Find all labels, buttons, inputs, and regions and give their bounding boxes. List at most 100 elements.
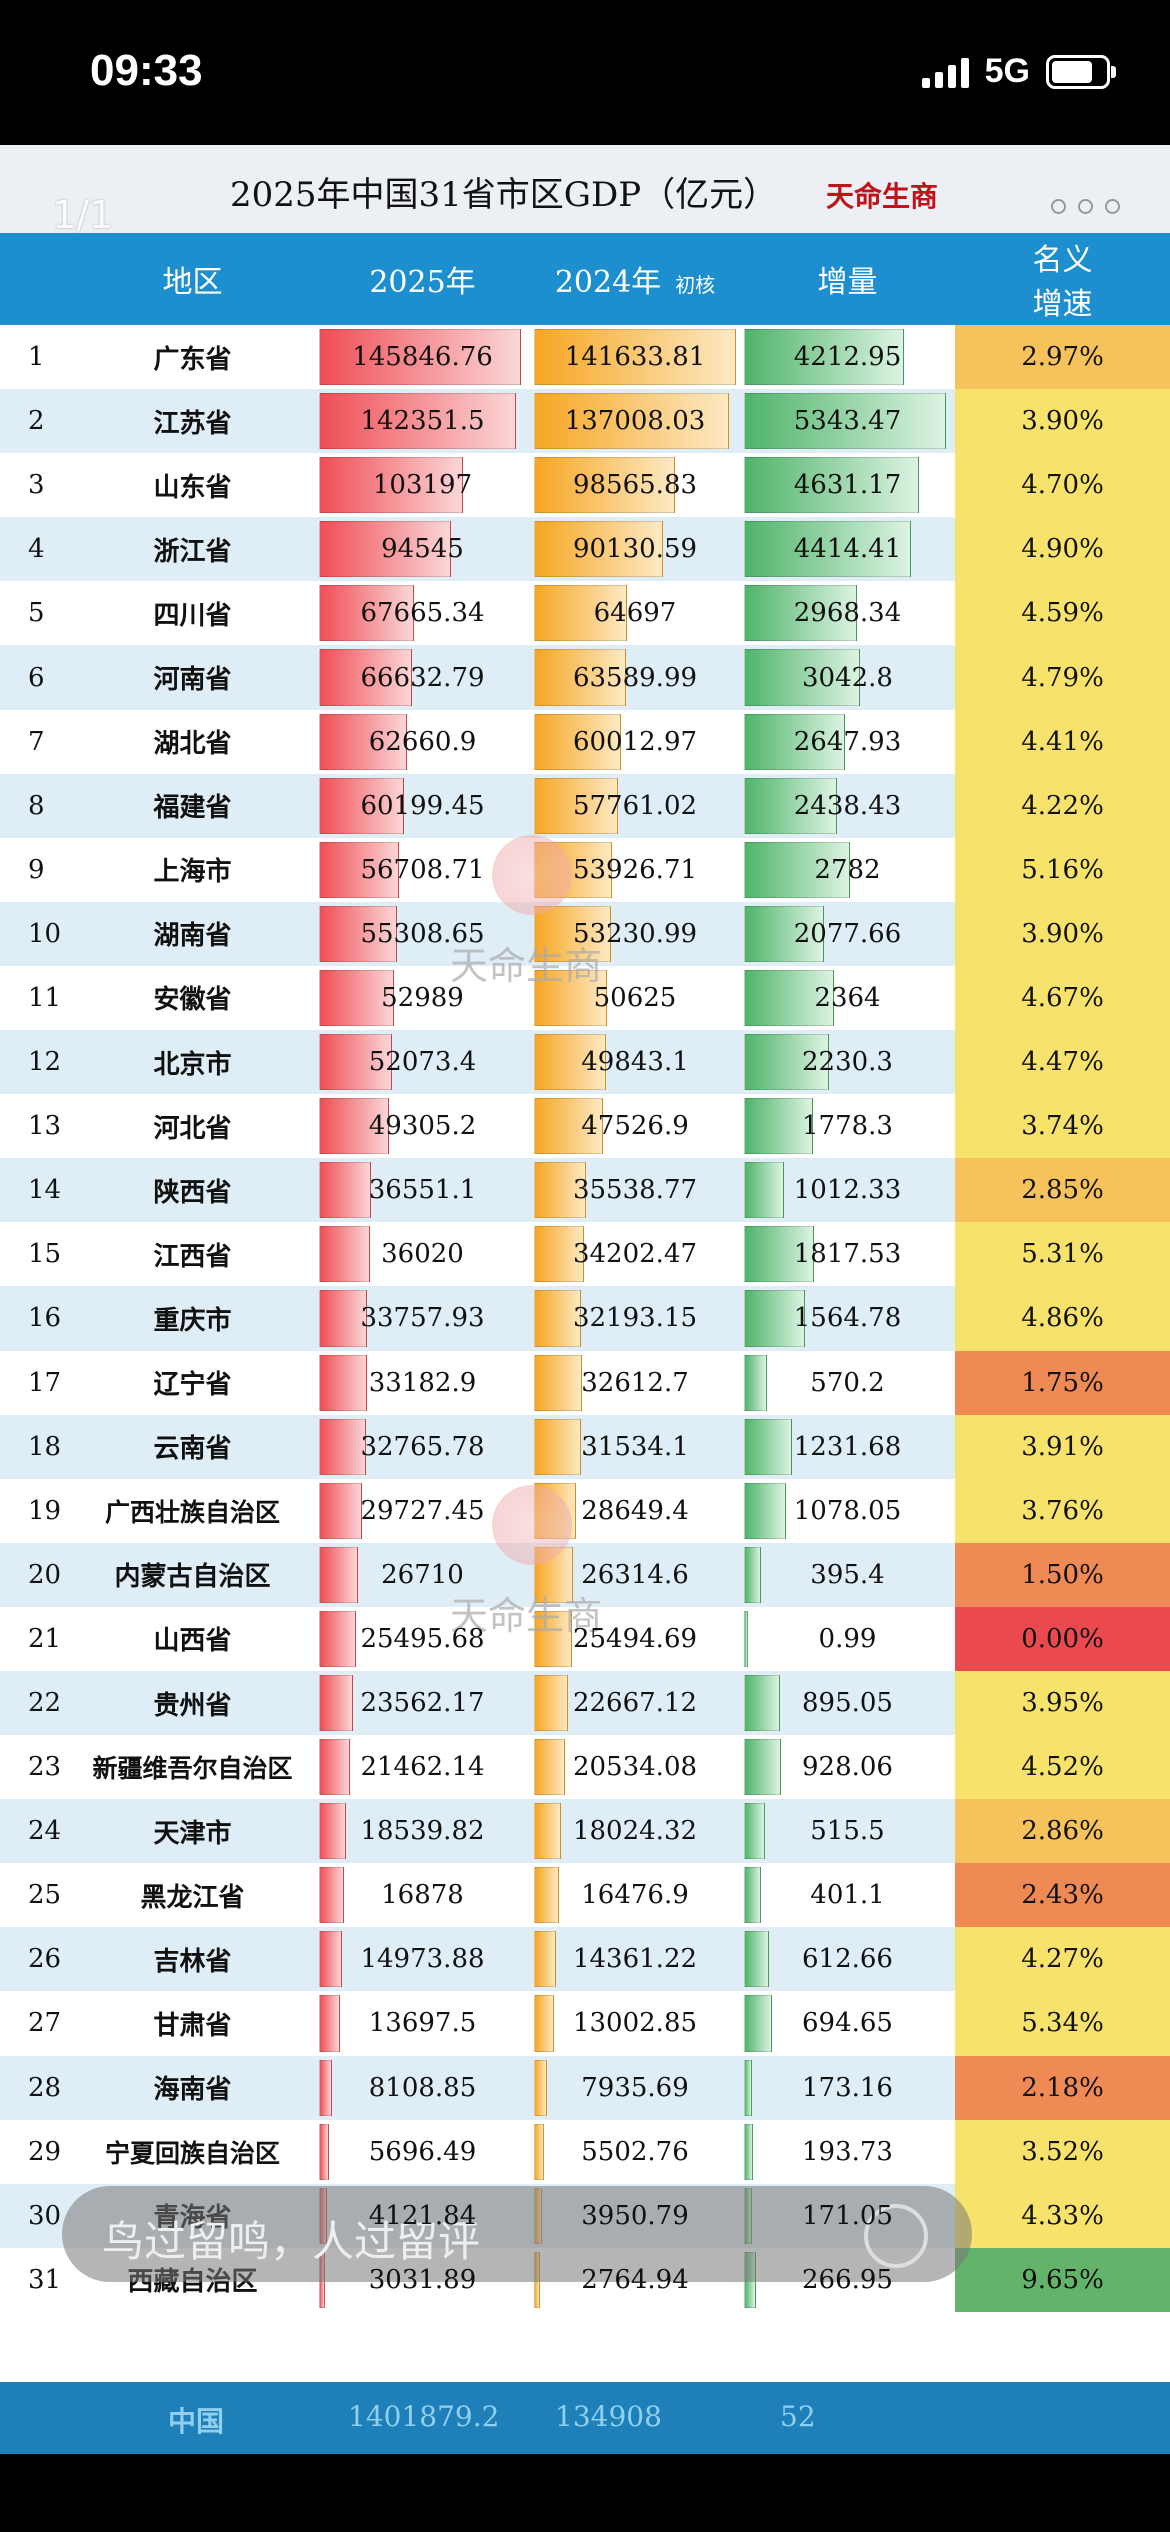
increase-bar: [744, 457, 919, 514]
region-cell: 江西省: [70, 1222, 315, 1287]
emoji-icon[interactable]: [864, 2204, 928, 2268]
gdp-2024-cell: 137008.03: [530, 389, 740, 454]
increase-bar: [744, 1354, 767, 1411]
increase-value: 4414.41: [793, 534, 902, 565]
gdp-table-image[interactable]: 1/1 2025年中国31省市区GDP（亿元） 天命生商 地区 2025年 20…: [0, 145, 1170, 2454]
like-button[interactable]: 328: [950, 2324, 1088, 2379]
gdp-2024-cell: 32193.15: [530, 1286, 740, 1351]
increase-cell: 570.2: [740, 1350, 955, 1415]
table-row: 15 江西省 36020 34202.47 1817.53 5.31%: [0, 1222, 1170, 1287]
gdp-2025-value: 25495.68: [360, 1623, 485, 1654]
increase-bar: [744, 521, 911, 578]
gdp-2025-cell: 14973.88: [315, 1927, 530, 1992]
region-cell: 辽宁省: [70, 1350, 315, 1415]
growth-cell: 3.90%: [955, 901, 1170, 966]
gdp-2024-cell: 16476.9: [530, 1863, 740, 1928]
growth-cell: 5.16%: [955, 837, 1170, 902]
increase-bar: [744, 1226, 814, 1283]
gdp-2025-cell: 25495.68: [315, 1606, 530, 1671]
gdp-2025-cell: 13697.5: [315, 1991, 530, 2056]
table-row: 17 辽宁省 33182.9 32612.7 570.2 1.75%: [0, 1350, 1170, 1415]
increase-cell: 1078.05: [740, 1478, 955, 1543]
growth-cell: 4.27%: [955, 1927, 1170, 1992]
comment-input[interactable]: 鸟过留鸣，人过留评: [62, 2186, 972, 2282]
table-row: 29 宁夏回族自治区 5696.49 5502.76 193.73 3.52%: [0, 2119, 1170, 2184]
increase-cell: 2438.43: [740, 773, 955, 838]
rank-cell: 28: [0, 2055, 70, 2120]
gdp-2024-cell: 57761.02: [530, 773, 740, 838]
growth-cell: 4.59%: [955, 581, 1170, 646]
gdp-2024-bar: [534, 1418, 581, 1475]
total-2025: 1401879.2: [348, 2400, 500, 2433]
header-2024-label: 2024年: [554, 265, 662, 300]
region-cell: 云南省: [70, 1414, 315, 1479]
gdp-2025-bar: [319, 841, 399, 898]
gdp-2024-cell: 5502.76: [530, 2119, 740, 2184]
region-cell: 四川省: [70, 581, 315, 646]
gdp-2025-bar: [319, 329, 521, 386]
table-row: 4 浙江省 94545 90130.59 4414.41 4.90%: [0, 517, 1170, 582]
share-icon: [632, 2331, 677, 2369]
increase-bar: [744, 777, 837, 834]
rank-cell: 27: [0, 1991, 70, 2056]
gdp-2024-value: 28649.4: [581, 1495, 689, 1526]
gdp-2024-bar: [534, 1162, 586, 1219]
gdp-2025-cell: 5696.49: [315, 2119, 530, 2184]
gdp-2024-bar: [534, 1610, 572, 1667]
region-cell: 内蒙古自治区: [70, 1542, 315, 1607]
growth-cell: 5.34%: [955, 1991, 1170, 2056]
table-row: 23 新疆维吾尔自治区 21462.14 20534.08 928.06 4.52%: [0, 1735, 1170, 1800]
gdp-2025-bar: [319, 393, 516, 450]
region-cell: 宁夏回族自治区: [70, 2119, 315, 2184]
gdp-2025-value: 145846.76: [352, 342, 493, 373]
gdp-2025-bar: [319, 1354, 367, 1411]
gdp-2025-value: 8108.85: [368, 2072, 477, 2103]
increase-cell: 5343.47: [740, 389, 955, 454]
rank-cell: 16: [0, 1286, 70, 1351]
region-cell: 重庆市: [70, 1286, 315, 1351]
status-icons: 5G: [921, 52, 1116, 91]
collapse-chevron-icon[interactable]: [62, 2338, 102, 2378]
gdp-2024-bar: [534, 713, 621, 770]
gdp-2024-value: 49843.1: [581, 1047, 689, 1078]
increase-cell: 895.05: [740, 1670, 955, 1736]
gdp-2025-value: 36020: [381, 1239, 464, 1270]
increase-cell: 2782: [740, 837, 955, 902]
gdp-2024-bar: [534, 1098, 603, 1155]
gdp-2025-value: 16878: [381, 1880, 464, 1911]
watermark-logo: [492, 835, 572, 915]
more-icon[interactable]: [1051, 199, 1120, 214]
rank-cell: 8: [0, 773, 70, 838]
region-cell: 湖南省: [70, 901, 315, 966]
gdp-2024-bar: [534, 649, 626, 706]
increase-bar: [744, 2059, 752, 2116]
increase-bar: [744, 1546, 761, 1603]
gdp-2024-cell: 20534.08: [530, 1735, 740, 1800]
gdp-2025-bar: [319, 2123, 329, 2180]
gdp-2025-value: 67665.34: [360, 598, 485, 629]
table-row: 24 天津市 18539.82 18024.32 515.5 2.86%: [0, 1799, 1170, 1864]
gdp-2024-value: 137008.03: [564, 406, 706, 437]
increase-value: 2230.3: [802, 1047, 893, 1078]
header-growth-line2: 增速: [1032, 287, 1093, 322]
increase-value: 1817.53: [793, 1239, 902, 1270]
watermark-text: 天命生商: [450, 944, 603, 988]
image-pager: 1/1: [52, 193, 114, 237]
rank-cell: 7: [0, 709, 70, 774]
region-cell: 天津市: [70, 1799, 315, 1864]
gdp-2024-cell: 18024.32: [530, 1799, 740, 1864]
growth-cell: 4.86%: [955, 1286, 1170, 1351]
increase-value: 1078.05: [793, 1495, 902, 1526]
increase-bar: [744, 1931, 769, 1988]
rank-cell: 15: [0, 1222, 70, 1287]
increase-value: 2782: [814, 854, 881, 885]
table-row: 6 河南省 66632.79 63589.99 3042.8 4.79%: [0, 645, 1170, 710]
growth-cell: 4.67%: [955, 965, 1170, 1031]
rank-cell: 30: [0, 2183, 70, 2248]
rank-cell: 3: [0, 453, 70, 518]
comment-count: 52: [838, 2325, 892, 2378]
region-cell: 吉林省: [70, 1927, 315, 1992]
gdp-2025-value: 49305.2: [368, 1111, 477, 1142]
comment-button[interactable]: 52: [780, 2324, 891, 2379]
share-button[interactable]: 1: [630, 2324, 715, 2379]
